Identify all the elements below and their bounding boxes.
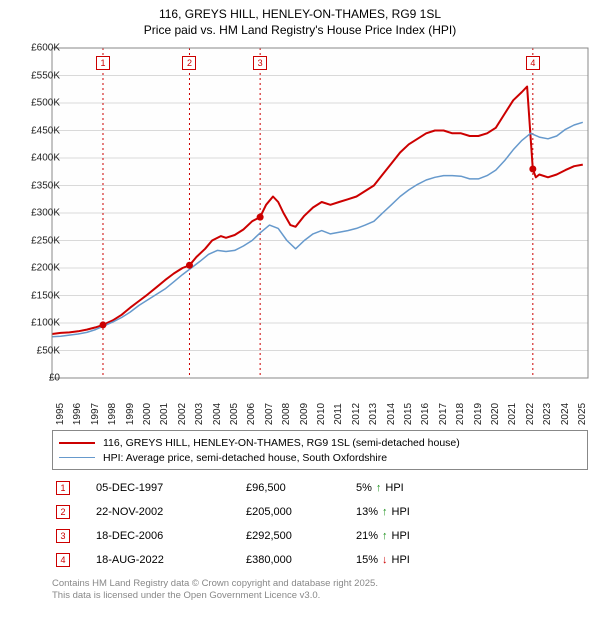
x-tick-label: 2010 <box>316 403 327 425</box>
attribution: Contains HM Land Registry data © Crown c… <box>52 578 588 603</box>
y-tick-label: £100K <box>31 318 60 329</box>
sale-marker: 1 <box>56 481 70 495</box>
legend-swatch-property <box>59 442 95 444</box>
sale-marker: 3 <box>56 529 70 543</box>
y-tick-label: £600K <box>31 43 60 54</box>
title-block: 116, GREYS HILL, HENLEY-ON-THAMES, RG9 1… <box>0 0 600 38</box>
x-tick-label: 2003 <box>194 403 205 425</box>
x-tick-label: 2001 <box>159 403 170 425</box>
x-tick-label: 2008 <box>281 403 292 425</box>
x-tick-label: 2024 <box>560 403 571 425</box>
x-tick-label: 2016 <box>420 403 431 425</box>
sale-price: £96,500 <box>246 482 356 494</box>
sale-marker: 2 <box>182 56 196 70</box>
delta-suffix: HPI <box>392 530 410 542</box>
arrow-up-icon: ↑ <box>382 531 388 542</box>
x-tick-label: 2013 <box>368 403 379 425</box>
sale-date: 18-DEC-2006 <box>96 530 246 542</box>
sale-marker: 2 <box>56 505 70 519</box>
sale-marker: 4 <box>56 553 70 567</box>
chart-plot-area <box>52 48 588 378</box>
x-tick-label: 2015 <box>403 403 414 425</box>
delta-pct: 15% <box>356 554 378 566</box>
x-tick-label: 2007 <box>264 403 275 425</box>
x-tick-label: 2020 <box>490 403 501 425</box>
y-tick-label: £550K <box>31 70 60 81</box>
sale-price: £205,000 <box>246 506 356 518</box>
legend-row: 116, GREYS HILL, HENLEY-ON-THAMES, RG9 1… <box>59 435 581 450</box>
delta-suffix: HPI <box>392 506 410 518</box>
y-tick-label: £50K <box>37 345 60 356</box>
legend-row: HPI: Average price, semi-detached house,… <box>59 450 581 465</box>
chart-container: 116, GREYS HILL, HENLEY-ON-THAMES, RG9 1… <box>0 0 600 620</box>
arrow-up-icon: ↑ <box>376 483 382 494</box>
sale-date: 18-AUG-2022 <box>96 554 246 566</box>
delta-pct: 5% <box>356 482 372 494</box>
sale-row: 3 18-DEC-2006£292,50021% ↑ HPI <box>52 524 588 548</box>
y-tick-label: £150K <box>31 290 60 301</box>
arrow-up-icon: ↑ <box>382 507 388 518</box>
sale-price: £380,000 <box>246 554 356 566</box>
sale-delta: 5% ↑HPI <box>356 482 588 494</box>
sale-delta: 21% ↑ HPI <box>356 530 588 542</box>
x-tick-label: 1998 <box>107 403 118 425</box>
sale-marker: 1 <box>96 56 110 70</box>
x-tick-label: 1996 <box>72 403 83 425</box>
x-tick-label: 2025 <box>577 403 588 425</box>
sales-table: 105-DEC-1997£96,5005%↑HPI222-NOV-2002£20… <box>52 476 588 572</box>
x-tick-label: 1999 <box>125 403 136 425</box>
sale-marker: 3 <box>253 56 267 70</box>
x-tick-label: 1995 <box>55 403 66 425</box>
delta-pct: 21% <box>356 530 378 542</box>
x-tick-label: 1997 <box>90 403 101 425</box>
delta-suffix: HPI <box>385 482 403 494</box>
x-tick-label: 2006 <box>246 403 257 425</box>
y-tick-label: £400K <box>31 153 60 164</box>
y-tick-label: £200K <box>31 263 60 274</box>
sale-delta: 13% ↑ HPI <box>356 506 588 518</box>
chart-svg <box>52 48 588 378</box>
legend-label: HPI: Average price, semi-detached house,… <box>103 452 387 464</box>
title-line-2: Price paid vs. HM Land Registry's House … <box>0 22 600 38</box>
x-tick-label: 2009 <box>299 403 310 425</box>
attribution-line: Contains HM Land Registry data © Crown c… <box>52 578 588 590</box>
x-tick-label: 2021 <box>507 403 518 425</box>
x-tick-label: 2011 <box>333 403 344 425</box>
x-tick-label: 2012 <box>351 403 362 425</box>
legend-label: 116, GREYS HILL, HENLEY-ON-THAMES, RG9 1… <box>103 437 460 449</box>
y-tick-label: £250K <box>31 235 60 246</box>
sale-price: £292,500 <box>246 530 356 542</box>
x-tick-label: 2004 <box>212 403 223 425</box>
sale-row: 2 22-NOV-2002£205,00013% ↑ HPI <box>52 500 588 524</box>
x-tick-label: 2014 <box>386 403 397 425</box>
sale-delta: 15% ↓ HPI <box>356 554 588 566</box>
sale-row: 4 18-AUG-2022£380,00015% ↓ HPI <box>52 548 588 572</box>
attribution-line: This data is licensed under the Open Gov… <box>52 590 588 602</box>
x-tick-label: 2000 <box>142 403 153 425</box>
legend: 116, GREYS HILL, HENLEY-ON-THAMES, RG9 1… <box>52 430 588 470</box>
sale-row: 1 05-DEC-1997£96,5005% ↑HPI <box>52 476 588 500</box>
x-tick-label: 2023 <box>542 403 553 425</box>
y-tick-label: £500K <box>31 98 60 109</box>
x-tick-label: 2019 <box>473 403 484 425</box>
arrow-down-icon: ↓ <box>382 555 388 566</box>
x-tick-label: 2022 <box>525 403 536 425</box>
x-tick-label: 2002 <box>177 403 188 425</box>
y-tick-label: £450K <box>31 125 60 136</box>
x-tick-label: 2017 <box>438 403 449 425</box>
delta-pct: 13% <box>356 506 378 518</box>
y-tick-label: £350K <box>31 180 60 191</box>
legend-swatch-hpi <box>59 457 95 458</box>
title-line-1: 116, GREYS HILL, HENLEY-ON-THAMES, RG9 1… <box>0 6 600 22</box>
x-tick-label: 2005 <box>229 403 240 425</box>
sale-marker: 4 <box>526 56 540 70</box>
delta-suffix: HPI <box>392 554 410 566</box>
y-tick-label: £300K <box>31 208 60 219</box>
y-tick-label: £0 <box>49 373 60 384</box>
x-tick-label: 2018 <box>455 403 466 425</box>
sale-date: 05-DEC-1997 <box>96 482 246 494</box>
sale-date: 22-NOV-2002 <box>96 506 246 518</box>
